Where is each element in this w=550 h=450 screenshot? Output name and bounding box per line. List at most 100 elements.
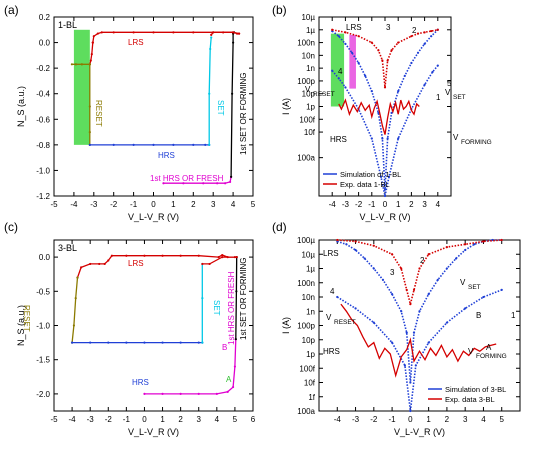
data-point (500, 288, 503, 291)
data-point (418, 267, 421, 270)
x-tick-label: -4 (334, 415, 342, 424)
data-point (412, 331, 416, 334)
annotation: 1st SET OR FORMING (239, 72, 248, 155)
y-tick-label: 100p (297, 322, 315, 331)
y-tick-label: 1p (306, 350, 315, 359)
data-point (92, 35, 95, 38)
y-tick-label: 1µ (306, 26, 315, 35)
x-axis-label: V_L-V_R (V) (128, 427, 179, 437)
data-point (192, 31, 195, 34)
data-point (364, 74, 367, 77)
chart-label: V (326, 313, 332, 322)
annotation: B (222, 343, 227, 352)
data-point (354, 248, 357, 252)
data-point (381, 278, 385, 281)
x-tick-label: 3 (463, 415, 468, 424)
data-point (197, 392, 200, 395)
data-point (370, 90, 373, 93)
annotation: SET (216, 100, 225, 116)
legend-entry: Exp. data 3-BL (445, 395, 495, 404)
data-point (98, 262, 101, 266)
series-line (202, 256, 235, 265)
panel-a: (a) -5 -4 -3 -2 -1 0 1 2 3 4 5 V_L-V_R (V) 0.2 0.0 -0.2… (4, 3, 256, 222)
data-point (390, 293, 394, 296)
data-point (125, 254, 128, 257)
data-point (464, 248, 467, 252)
data-point (482, 240, 485, 243)
data-point (90, 52, 93, 56)
data-point (416, 51, 420, 54)
x-axis-label: V_L-V_R (V) (359, 212, 410, 222)
data-point (410, 35, 413, 38)
y-tick-label: -0.8 (36, 141, 50, 150)
annotation: RESET (94, 100, 103, 127)
data-point (103, 262, 106, 266)
series-line (89, 42, 94, 65)
data-point (400, 310, 403, 313)
data-point (414, 364, 417, 367)
data-point (383, 194, 387, 198)
y-tick-label: -0.4 (36, 90, 50, 99)
data-point (372, 267, 375, 270)
data-point (224, 182, 227, 185)
data-point (112, 143, 115, 146)
data-point (390, 111, 393, 114)
y-tick-label: 10n (302, 51, 315, 60)
data-point (208, 262, 211, 266)
inset-label: 3-BL (58, 243, 77, 253)
data-point (88, 143, 91, 146)
chart-label: 1 (511, 311, 516, 320)
data-point (331, 28, 334, 31)
panel-c: (c) -5 -4 -3 -2 -1 0 1 2 3 4 5 6 V_L-V_R (V) 0.0 -0.5 -1… (4, 220, 256, 437)
data-point (403, 364, 406, 367)
data-point (226, 390, 229, 393)
data-point (482, 295, 485, 299)
data-point (344, 86, 347, 89)
data-point (80, 266, 83, 269)
x-tick-label: -5 (50, 200, 58, 209)
data-point (152, 31, 155, 34)
data-point (161, 392, 164, 395)
data-point (172, 143, 175, 146)
data-point (423, 31, 426, 34)
data-point (370, 41, 373, 44)
data-point (390, 253, 394, 256)
y-tick-label: 10p (302, 336, 316, 345)
data-point (72, 324, 75, 327)
data-point (70, 63, 74, 66)
chart-label: SET (468, 284, 481, 291)
y-tick-label: 10f (304, 128, 316, 137)
annotation: 1st SET OR FORMING (239, 257, 248, 340)
data-point (403, 74, 406, 77)
data-point (197, 341, 200, 344)
chart-label: V (453, 133, 459, 142)
x-tick-label: 5 (233, 415, 238, 424)
data-point (88, 105, 91, 108)
inset-label: 1-BL (58, 20, 77, 30)
data-point (386, 137, 389, 140)
series-line (210, 31, 240, 36)
data-point (409, 303, 412, 306)
data-point (215, 392, 218, 395)
series-line (92, 31, 240, 43)
x-tick-label: 2 (409, 200, 414, 209)
y-tick-label: 10f (304, 379, 316, 388)
data-point (454, 257, 458, 260)
data-point (409, 381, 412, 384)
y-tick-label: 100a (297, 407, 315, 416)
annotation: 1st HRS OR FRESH (227, 271, 236, 345)
x-tick-label: 0 (383, 200, 388, 209)
data-point (96, 32, 99, 35)
data-point (112, 31, 115, 34)
data-point (76, 276, 79, 279)
data-point (405, 331, 408, 334)
y-tick-label: 0.2 (39, 13, 51, 22)
data-point (390, 49, 393, 52)
data-point (430, 35, 433, 38)
panel-letter: (a) (4, 3, 19, 17)
y-tick-label: -1.2 (36, 192, 50, 201)
data-point (436, 28, 439, 31)
y-tick-label: -1.0 (36, 166, 50, 175)
data-point (237, 32, 241, 35)
data-point (397, 41, 400, 44)
